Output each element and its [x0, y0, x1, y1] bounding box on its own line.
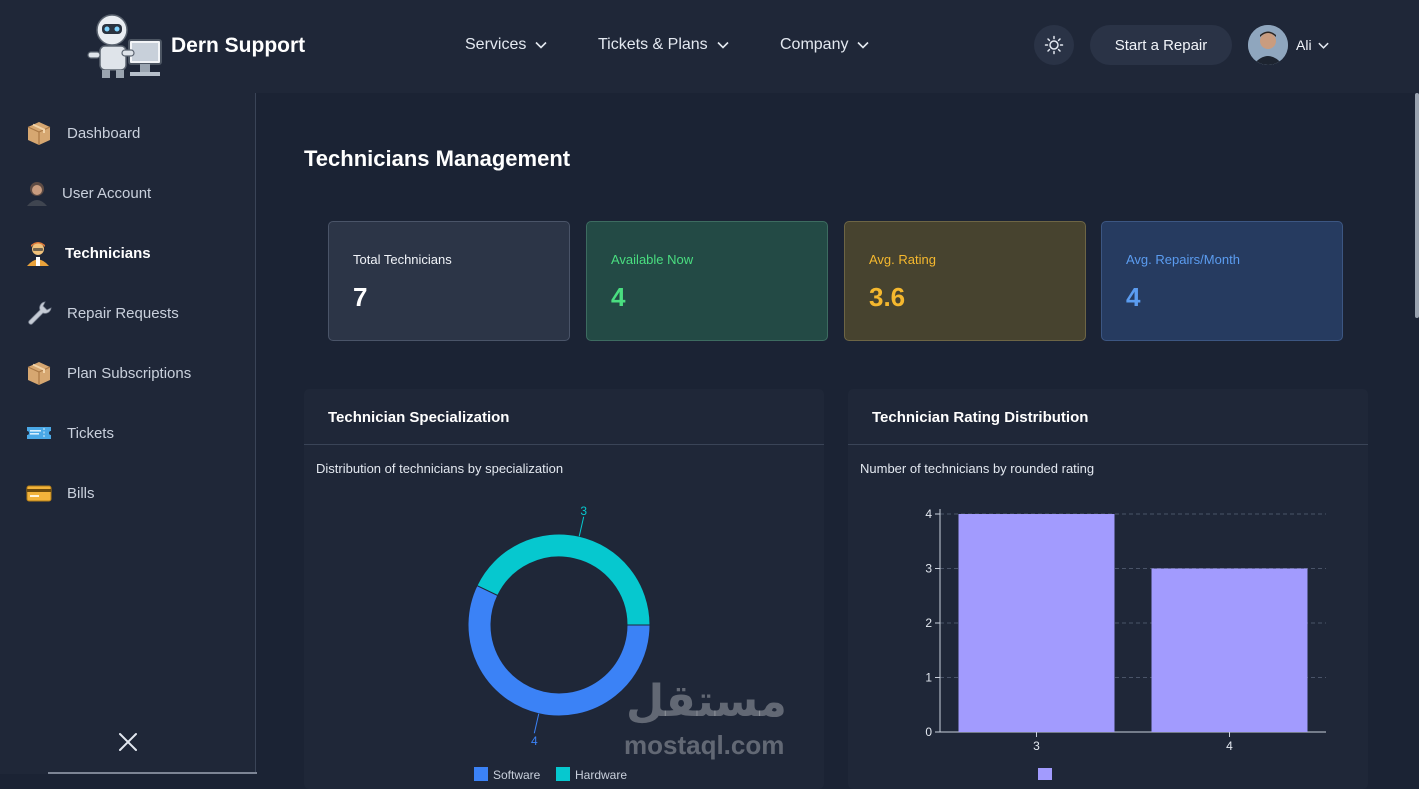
sidebar-item-bills[interactable]: Bills — [24, 475, 95, 511]
legend-swatch — [474, 767, 488, 781]
stat-label: Available Now — [611, 252, 693, 267]
stat-card-avg-rating: Avg. Rating 3.6 — [844, 221, 1086, 341]
chevron-down-icon — [534, 38, 548, 52]
sidebar-item-label: Tickets — [67, 425, 114, 442]
theme-toggle-button[interactable] — [1034, 25, 1074, 65]
sidebar-item-label: Dashboard — [67, 125, 140, 142]
legend-swatch — [556, 767, 570, 781]
user-name: Ali — [1296, 37, 1312, 53]
legend-label: Hardware — [575, 768, 627, 782]
sidebar-item-dashboard[interactable]: Dashboard — [24, 115, 140, 151]
sidebar-item-repair-requests[interactable]: Repair Requests — [24, 295, 179, 331]
donut-data-label: 3 — [580, 504, 587, 518]
x-tick-label: 4 — [1226, 739, 1233, 753]
stat-card-total-technicians: Total Technicians 7 — [328, 221, 570, 341]
legend-label: Software — [493, 768, 541, 782]
avatar-photo-icon — [1248, 25, 1288, 65]
donut-leader-line — [534, 714, 538, 733]
stat-value: 3.6 — [869, 282, 905, 313]
donut-leader-line — [579, 517, 583, 536]
stat-label: Avg. Repairs/Month — [1126, 252, 1240, 267]
y-tick-label: 3 — [925, 562, 932, 576]
technician-icon — [24, 238, 52, 268]
stat-value: 4 — [1126, 282, 1140, 313]
bar — [1152, 569, 1308, 733]
y-tick-label: 2 — [925, 616, 932, 630]
sidebar-item-label: Bills — [67, 485, 95, 502]
stat-card-available-now: Available Now 4 — [586, 221, 828, 341]
close-icon[interactable] — [116, 730, 140, 754]
credit-card-icon — [24, 478, 54, 508]
nav-services[interactable]: Services — [465, 36, 548, 54]
y-tick-label: 0 — [925, 725, 932, 739]
chevron-down-icon — [1317, 39, 1330, 52]
chevron-down-icon — [716, 38, 730, 52]
sidebar-item-label: Plan Subscriptions — [67, 365, 191, 382]
avatar — [1248, 25, 1288, 65]
stat-card-avg-repairs: Avg. Repairs/Month 4 — [1101, 221, 1343, 341]
page-title: Technicians Management — [304, 146, 570, 172]
stat-label: Total Technicians — [353, 252, 452, 267]
nav-tickets-plans[interactable]: Tickets & Plans — [598, 36, 730, 54]
chevron-down-icon — [856, 38, 870, 52]
x-tick-label: 3 — [1033, 739, 1040, 753]
robot-logo[interactable] — [74, 10, 166, 80]
rating-distribution-card: Technician Rating Distribution Number of… — [848, 389, 1368, 789]
sidebar-item-plan-subscriptions[interactable]: Plan Subscriptions — [24, 355, 191, 391]
stat-label: Avg. Rating — [869, 252, 936, 267]
donut-data-label: 4 — [531, 734, 538, 748]
stat-value: 7 — [353, 282, 367, 313]
nav-tickets-plans-label: Tickets & Plans — [598, 36, 708, 54]
nav-company-label: Company — [780, 36, 848, 54]
user-menu[interactable]: Ali — [1248, 25, 1330, 65]
specialization-card: Technician Specialization Distribution o… — [304, 389, 824, 789]
main-content: Technicians Management Total Technicians… — [257, 93, 1419, 774]
ticket-icon — [24, 418, 54, 448]
stat-value: 4 — [611, 282, 625, 313]
bar-chart: 0 1 2 3 4 3 4 — [848, 389, 1368, 789]
package-icon — [24, 358, 54, 388]
donut-slice — [468, 586, 650, 716]
nav-company[interactable]: Company — [780, 36, 870, 54]
package-icon — [24, 118, 54, 148]
wrench-icon — [24, 298, 54, 328]
sidebar-item-label: User Account — [62, 185, 151, 202]
legend-swatch — [1038, 768, 1052, 780]
person-icon — [24, 178, 49, 208]
start-repair-button[interactable]: Start a Repair — [1090, 25, 1232, 65]
main-scrollbar[interactable] — [1415, 93, 1419, 318]
bar — [959, 514, 1115, 732]
sidebar-item-label: Technicians — [65, 245, 151, 262]
sidebar-item-user-account[interactable]: User Account — [24, 175, 151, 211]
y-tick-label: 4 — [925, 507, 932, 521]
robot-logo-icon — [74, 10, 166, 80]
top-header: Dern Support Services Tickets & Plans Co… — [0, 0, 1419, 93]
donut-slice — [477, 534, 650, 625]
brand-name[interactable]: Dern Support — [171, 34, 305, 58]
y-tick-label: 1 — [925, 671, 932, 685]
sidebar-item-technicians[interactable]: Technicians — [24, 235, 151, 271]
sidebar: Dashboard User Account Technicians Repai… — [0, 93, 256, 774]
nav-services-label: Services — [465, 36, 526, 54]
sidebar-item-label: Repair Requests — [67, 305, 179, 322]
sidebar-item-tickets[interactable]: Tickets — [24, 415, 114, 451]
sun-icon — [1044, 35, 1064, 55]
donut-chart: 4 3 Software Hardware — [304, 389, 824, 789]
